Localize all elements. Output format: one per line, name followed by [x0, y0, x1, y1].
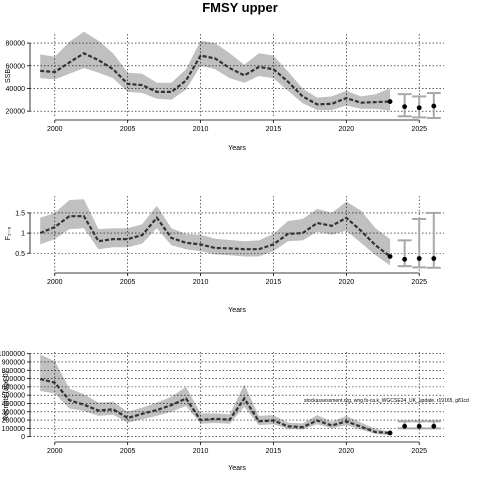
f-last-estimate-point — [387, 254, 393, 259]
recruits-x-tick-label-2020: 2020 — [339, 448, 355, 455]
f-x-tick-label-2015: 2015 — [266, 279, 282, 286]
f-x-tick-label-2025: 2025 — [411, 279, 427, 286]
recruits-x-tick-label-2015: 2015 — [266, 448, 282, 455]
ssb-x-axis-label: Years — [228, 145, 246, 152]
fishing-mortality-panel: 2000 2005 2010 2015 2020 2025 0.5 1 1.5 Years F₂₋₆ — [5, 196, 444, 314]
recruits-y-axis-label: Recruits (age 0) — [3, 371, 10, 421]
recruits-y-tick-label-8: 800000 — [2, 368, 25, 375]
recruits-estimate-line — [39, 377, 391, 434]
f-confidence-band — [40, 199, 391, 266]
recruits-y-tick-label-0: 0 — [21, 434, 25, 441]
ssb-forecast-point-2024 — [402, 104, 408, 110]
recruits-x-tick-label-2005: 2005 — [120, 448, 136, 455]
ssb-x-tick-label-2015: 2015 — [266, 126, 282, 133]
recruits-y-tick-label-4: 400000 — [2, 401, 25, 408]
f-y-tick-label-2: 1.5 — [15, 210, 25, 217]
f-y-axis-label: F₂₋₆ — [5, 227, 12, 241]
recruits-forecast-point-2025 — [416, 423, 422, 429]
f-y-tick-label-1: 1 — [21, 231, 25, 238]
ssb-x-tick-label-2020: 2020 — [339, 126, 355, 133]
ssb-y-tick-label-1: 40000 — [6, 86, 26, 93]
ssb-last-estimate-point — [387, 99, 393, 104]
recruits-y-tick-label-6: 600000 — [2, 384, 25, 391]
ssb-y-axis-label: SSB — [5, 69, 12, 83]
assessment-note: stockassessment.org, wng.fs-ca.k_WGCSE24… — [304, 398, 469, 404]
ssb-x-tick-label-2010: 2010 — [193, 126, 209, 133]
f-x-tick-label-2020: 2020 — [339, 279, 355, 286]
ssb-x-tick-label-2005: 2005 — [120, 126, 136, 133]
figure-title: FMSY upper — [202, 0, 278, 15]
f-estimate-line — [39, 215, 391, 258]
ssb-y-tick-label-3: 80000 — [6, 41, 26, 48]
f-x-tick-label-2000: 2000 — [47, 279, 63, 286]
ssb-y-tick-label-2: 60000 — [6, 63, 26, 70]
recruits-y-tick-label-5: 500000 — [2, 393, 25, 400]
ssb-x-tick-label-2000: 2000 — [47, 126, 63, 133]
recruits-y-tick-label-7: 700000 — [2, 376, 25, 383]
ssb-y-tick-label-0: 20000 — [6, 109, 26, 116]
recruits-y-tick-label-9: 900000 — [2, 359, 25, 366]
f-x-tick-label-2010: 2010 — [193, 279, 209, 286]
f-x-tick-label-2005: 2005 — [120, 279, 136, 286]
f-forecast-point-2026 — [431, 256, 437, 261]
recruits-y-tick-label-1: 100000 — [2, 426, 25, 433]
recruits-x-tick-label-2025: 2025 — [411, 448, 427, 455]
ssb-x-tick-label-2025: 2025 — [411, 126, 427, 133]
recruits-forecast-point-2024 — [402, 423, 408, 429]
recruits-y-tick-label-2: 200000 — [2, 418, 25, 425]
f-y-tick-label-0: 0.5 — [15, 251, 25, 258]
f-forecast-point-2025 — [416, 256, 422, 261]
recruits-y-tick-label-3: 300000 — [2, 409, 25, 416]
f-x-axis-label: Years — [228, 307, 246, 314]
f-forecast-point-2024 — [402, 256, 408, 262]
ssb-forecast-point-2025 — [416, 105, 422, 111]
recruits-last-estimate-point — [387, 430, 393, 436]
recruits-x-axis-label: Years — [228, 465, 246, 472]
ssb-confidence-band — [40, 31, 391, 111]
recruits-x-tick-label-2010: 2010 — [193, 448, 209, 455]
ssb-estimate-line — [40, 52, 391, 106]
recruits-y-tick-label-10: 1000000 — [0, 351, 25, 358]
ssb-forecast-point-2026 — [431, 103, 437, 109]
ssb-panel: 2000 2005 2010 2015 2020 2025 20000 40000 60000 8… — [5, 31, 444, 152]
recruits-x-tick-label-2000: 2000 — [47, 448, 63, 455]
recruits-forecast-point-2026 — [431, 423, 437, 429]
recruits-confidence-band — [40, 354, 391, 436]
